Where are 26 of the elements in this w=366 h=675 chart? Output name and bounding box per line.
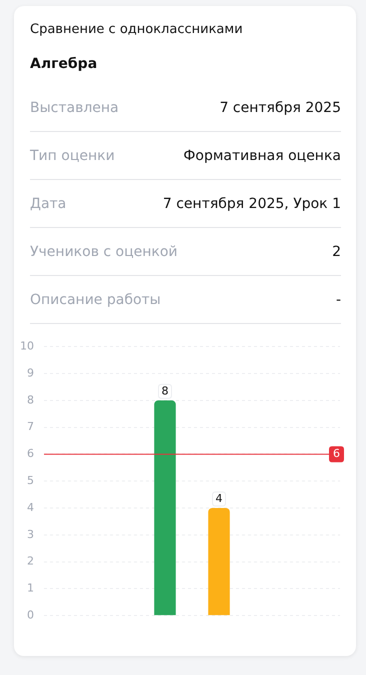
y-tick-label: 1 [27,582,34,595]
text: Тип оценки [30,148,115,164]
text: - [336,292,341,308]
text: 7 сентября 2025 [220,100,341,116]
chart-subtitle: Алгебра [30,56,98,72]
y-tick-label: 5 [27,474,34,487]
text: Учеников с оценкой [30,244,178,260]
y-tick-label: 4 [27,500,34,514]
text: Формативная оценка [183,148,341,164]
text: Выставлена [30,100,119,116]
y-tick-label: 0 [27,608,34,622]
y-tick-label: 6 [27,447,34,460]
y-tick-label: 8 [27,393,34,406]
text: 7 сентября 2025, Урок 1 [162,196,341,212]
ref-line-label: 6 [333,447,340,460]
data-label: 4 [216,492,223,505]
y-tick-label: 3 [27,528,34,541]
data-label: 8 [161,384,168,398]
text: Описание работы [30,292,161,308]
y-tick-label: 10 [20,339,34,352]
chart-title: Сравнение с одноклассниками [30,22,243,37]
text: 2 [332,244,341,260]
y-tick-label: 9 [27,366,34,380]
y-tick-label: 7 [27,420,34,434]
text: Дата [30,196,66,212]
y-tick-label: 2 [27,554,34,568]
